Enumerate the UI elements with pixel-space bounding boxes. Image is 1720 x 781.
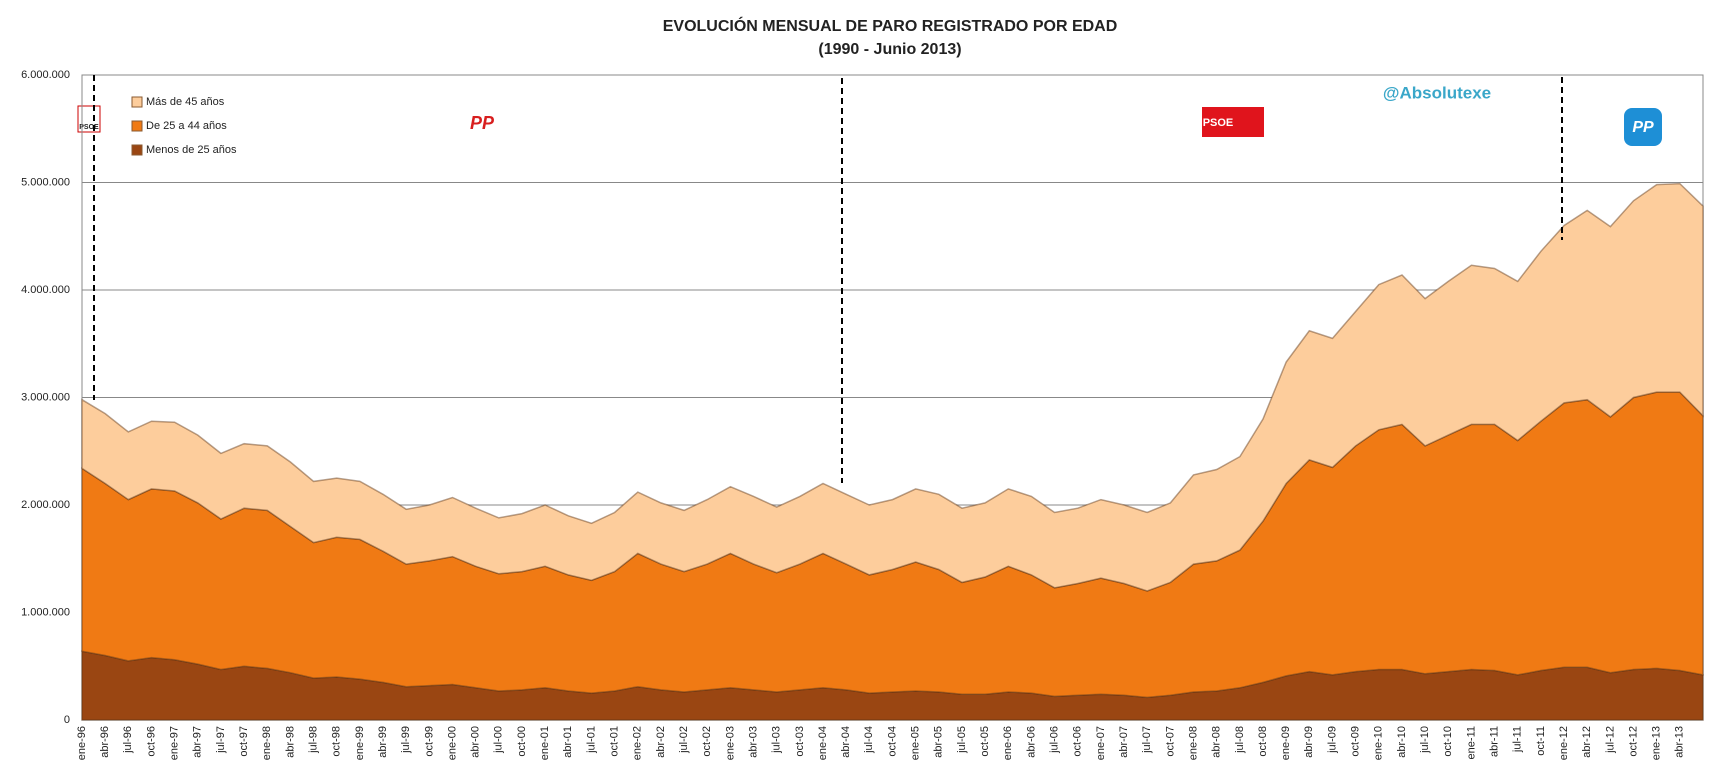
- x-tick-label: oct-11: [1535, 726, 1547, 756]
- area: [81, 650, 1704, 721]
- x-tick-label: ene-08: [1187, 726, 1199, 760]
- x-tick-label: abr-97: [192, 726, 204, 758]
- logo: PSOE: [1202, 107, 1264, 137]
- x-tick-label: abr-06: [1025, 726, 1037, 758]
- x-tick-label: abr-02: [655, 726, 667, 758]
- x-tick-label: jul-02: [678, 726, 690, 754]
- x-tick-label: abr-10: [1396, 726, 1408, 758]
- x-tick-label: oct-03: [794, 726, 806, 757]
- x-tick-label: jul-11: [1512, 726, 1524, 753]
- x-tick-label: ene-00: [446, 726, 458, 760]
- y-tick-label: 5.000.000: [21, 176, 70, 188]
- logo-box: [1202, 107, 1264, 137]
- legend-label: Más de 45 años: [146, 96, 225, 108]
- x-tick-label: ene-97: [169, 726, 181, 760]
- logo-box: [1624, 108, 1662, 146]
- x-tick-label: abr-98: [284, 726, 296, 758]
- x-tick-label: oct-98: [331, 726, 343, 757]
- x-tick-label: jul-99: [400, 726, 412, 754]
- x-tick-label: oct-00: [516, 726, 528, 757]
- legend-swatch: [131, 120, 143, 132]
- x-tick-label: abr-96: [99, 726, 111, 758]
- area: [81, 182, 1704, 592]
- watermark: @Absolutexe: [1383, 83, 1491, 102]
- x-tick-label: oct-04: [886, 726, 898, 757]
- x-tick-label: ene-01: [539, 726, 551, 760]
- x-tick-label: ene-05: [910, 726, 922, 760]
- x-tick-label: oct-99: [423, 726, 435, 757]
- x-tick-label: abr-03: [747, 726, 759, 758]
- x-tick-label: ene-07: [1095, 726, 1107, 760]
- x-tick-label: abr-11: [1488, 726, 1500, 757]
- x-tick-label: jul-06: [1049, 726, 1061, 754]
- x-tick-label: jul-00: [493, 726, 505, 754]
- x-tick-label: ene-99: [354, 726, 366, 760]
- x-tick-label: oct-10: [1442, 726, 1454, 757]
- chart-title: EVOLUCIÓN MENSUAL DE PARO REGISTRADO POR…: [663, 16, 1118, 35]
- x-tick-label: jul-10: [1419, 726, 1431, 754]
- x-tick-label: ene-10: [1373, 726, 1385, 760]
- x-tick-label: abr-01: [562, 726, 574, 758]
- x-tick-label: oct-08: [1257, 726, 1269, 757]
- x-tick-label: jul-09: [1326, 726, 1338, 754]
- logo: PSOE: [77, 105, 101, 133]
- x-tick-label: oct-12: [1627, 726, 1639, 757]
- x-tick-label: abr-08: [1211, 726, 1223, 758]
- y-tick-label: 2.000.000: [21, 499, 70, 511]
- x-tick-label: jul-01: [585, 726, 597, 754]
- y-tick-label: 4.000.000: [21, 284, 70, 296]
- x-tick-label: oct-06: [1072, 726, 1084, 757]
- logo: PP: [1624, 108, 1662, 146]
- legend-label: Menos de 25 años: [146, 144, 237, 156]
- x-tick-label: ene-03: [724, 726, 736, 760]
- x-tick-label: ene-09: [1280, 726, 1292, 760]
- x-tick-label: abr-13: [1674, 726, 1686, 758]
- y-tick-label: 6.000.000: [21, 69, 70, 81]
- x-tick-label: ene-98: [261, 726, 273, 760]
- legend-swatch: [131, 144, 143, 156]
- x-tick-label: oct-02: [701, 726, 713, 757]
- x-tick-label: jul-96: [122, 726, 134, 754]
- x-tick-label: ene-12: [1558, 726, 1570, 760]
- x-tick-label: oct-09: [1350, 726, 1362, 757]
- logo-text: PSOE: [79, 124, 99, 131]
- x-tick-label: oct-05: [979, 726, 991, 757]
- x-tick-label: jul-97: [215, 726, 227, 754]
- x-tick-label: ene-11: [1465, 726, 1477, 759]
- y-tick-label: 1.000.000: [21, 606, 70, 618]
- x-tick-label: ene-96: [76, 726, 88, 760]
- x-tick-label: jul-05: [956, 726, 968, 754]
- x-tick-label: jul-04: [863, 726, 875, 754]
- x-tick-label: ene-13: [1651, 726, 1663, 760]
- x-tick-label: ene-04: [817, 726, 829, 760]
- logo-text: PP: [1632, 119, 1654, 136]
- chart-subtitle: (1990 - Junio 2013): [818, 41, 961, 58]
- logo-text: PSOE: [1203, 117, 1234, 129]
- x-tick-label: oct-07: [1164, 726, 1176, 757]
- x-tick-label: jul-98: [307, 726, 319, 754]
- x-tick-label: jul-12: [1604, 726, 1616, 754]
- x-tick-label: abr-04: [840, 726, 852, 758]
- x-tick-label: jul-07: [1141, 726, 1153, 754]
- x-tick-label: jul-03: [771, 726, 783, 754]
- logo-text: PP: [470, 113, 495, 133]
- x-tick-label: abr-05: [933, 726, 945, 758]
- x-tick-label: abr-09: [1303, 726, 1315, 758]
- x-tick-label: oct-96: [145, 726, 157, 757]
- legend-swatch: [131, 96, 143, 108]
- x-tick-label: oct-97: [238, 726, 250, 757]
- x-tick-label: oct-01: [609, 726, 621, 757]
- x-tick-label: abr-07: [1118, 726, 1130, 758]
- y-tick-label: 0: [64, 714, 70, 726]
- legend-label: De 25 a 44 años: [146, 120, 227, 132]
- y-tick-label: 3.000.000: [21, 391, 70, 403]
- x-tick-label: jul-08: [1234, 726, 1246, 754]
- x-tick-label: ene-02: [632, 726, 644, 760]
- x-tick-label: abr-99: [377, 726, 389, 758]
- x-tick-label: abr-00: [470, 726, 482, 758]
- x-tick-label: abr-12: [1581, 726, 1593, 758]
- x-tick-label: ene-06: [1002, 726, 1014, 760]
